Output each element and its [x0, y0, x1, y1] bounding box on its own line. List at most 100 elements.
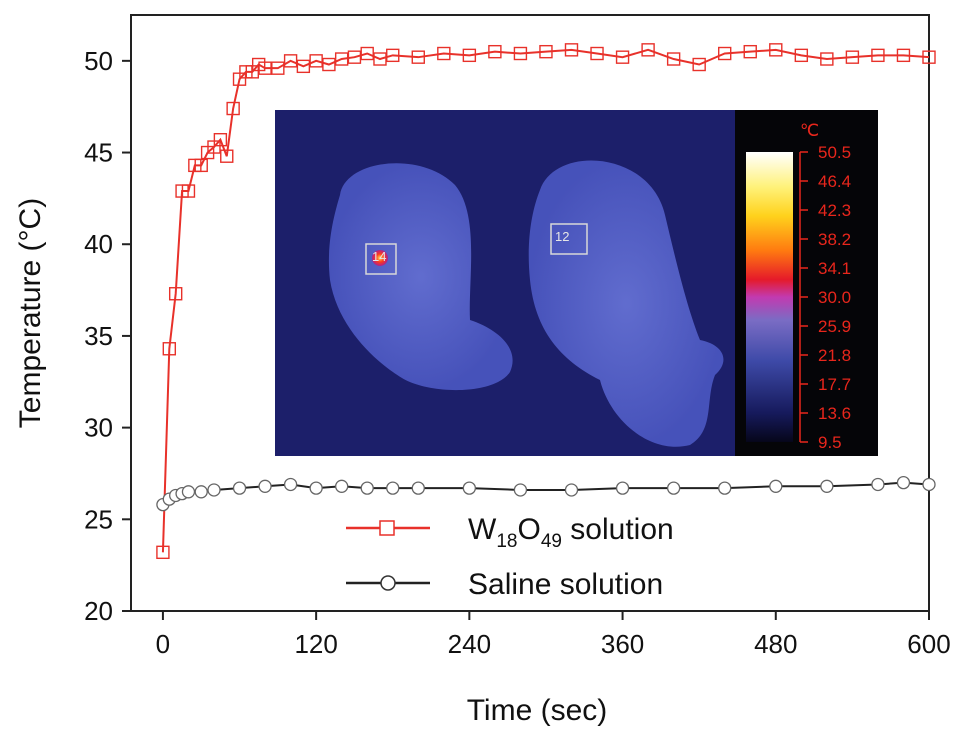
x-tick-label: 600	[907, 629, 950, 659]
series-layer	[156, 43, 936, 560]
data-point	[564, 483, 579, 497]
colorbar-tick-label: 38.2	[818, 230, 851, 249]
legend-item-saline: Saline solution	[346, 568, 663, 601]
colorbar-tick-label: 25.9	[818, 317, 851, 336]
legend-sub-49: 49	[541, 531, 562, 552]
legend-item-w18o49: W18O49 solution	[346, 513, 674, 552]
legend-solution-word: solution	[562, 513, 674, 546]
data-point	[220, 149, 234, 163]
colorbar-tick-label: 46.4	[818, 172, 851, 191]
data-point	[820, 479, 834, 493]
data-point	[896, 48, 911, 63]
data-point	[590, 46, 604, 61]
thermal-image-inset: 14 12 ℃ 50.5 46.4 42.3 38.2 34.1 30.0 25.9 21.8…	[275, 110, 878, 456]
data-point	[794, 48, 809, 63]
data-point	[162, 342, 177, 356]
y-tick-label: 35	[84, 321, 113, 351]
data-point	[462, 48, 477, 63]
data-point	[513, 483, 528, 497]
data-point	[283, 477, 298, 492]
data-point	[181, 485, 196, 499]
roi-label-right: 12	[555, 229, 569, 244]
data-point	[258, 61, 272, 75]
y-tick-label: 40	[84, 229, 113, 259]
mouse-right	[528, 160, 724, 447]
x-tick-label: 0	[156, 629, 170, 659]
data-point	[347, 50, 362, 64]
data-point	[322, 57, 336, 72]
legend-sub-18: 18	[496, 531, 517, 552]
data-point	[296, 59, 311, 74]
data-point	[462, 481, 477, 495]
x-axis: 0 120 240 360 480 600	[156, 611, 951, 659]
data-point	[309, 481, 323, 495]
data-point	[564, 43, 579, 57]
data-point	[411, 50, 425, 64]
y-tick-label: 50	[84, 46, 113, 76]
data-point	[871, 48, 885, 63]
tumor-hot-spot	[372, 250, 388, 266]
mouse-left	[328, 163, 513, 391]
data-point	[871, 477, 885, 492]
data-point	[615, 50, 630, 64]
data-point	[692, 57, 706, 72]
data-point	[386, 48, 400, 63]
data-point	[386, 481, 400, 495]
data-point	[271, 61, 285, 75]
data-point	[194, 485, 208, 499]
data-point	[922, 477, 936, 492]
data-point	[360, 481, 374, 495]
data-point	[641, 43, 655, 57]
colorbar-tick-label: 42.3	[818, 201, 851, 220]
data-point	[156, 545, 170, 560]
series-line-1	[162, 481, 930, 506]
roi-label-left: 14	[372, 249, 386, 264]
data-point	[232, 481, 247, 495]
data-point	[283, 54, 298, 68]
roi-box-left	[365, 243, 397, 275]
y-tick-label: 25	[84, 504, 113, 534]
data-point	[718, 481, 732, 495]
colorbar-tick-label: 9.5	[818, 433, 842, 452]
data-point	[194, 158, 208, 173]
colorbar-scale: 50.5 46.4 42.3 38.2 34.1 30.0 25.9 21.8 17.7 13.6…	[799, 143, 851, 452]
colorbar-tick-label: 17.7	[818, 375, 851, 394]
roi-box-right	[550, 223, 588, 255]
legend-marker-saline	[380, 575, 396, 591]
x-tick-label: 240	[448, 629, 491, 659]
x-tick-label: 360	[601, 629, 644, 659]
legend-marker-w18o49	[379, 520, 395, 536]
data-point	[845, 50, 860, 64]
legend-w-letter: W	[468, 513, 497, 546]
data-point	[743, 44, 757, 59]
plot-frame	[130, 14, 930, 612]
data-point	[769, 43, 783, 57]
data-point	[718, 46, 732, 61]
y-tick-label: 45	[84, 138, 113, 168]
y-axis: 20 25 30 35 40 45 50	[84, 46, 131, 626]
data-point	[309, 54, 323, 68]
data-point	[769, 479, 783, 493]
data-point	[226, 101, 240, 116]
data-point	[513, 46, 528, 61]
x-tick-label: 120	[294, 629, 337, 659]
colorbar-tick-label: 50.5	[818, 143, 851, 162]
data-point	[213, 133, 228, 147]
x-tick-label: 480	[754, 629, 797, 659]
colorbar-unit: ℃	[800, 121, 819, 140]
data-point	[181, 184, 196, 198]
data-point	[922, 50, 936, 64]
data-point	[360, 46, 374, 61]
data-point	[258, 479, 272, 493]
data-point	[373, 52, 387, 66]
data-point	[437, 46, 451, 61]
data-point	[615, 481, 630, 495]
colorbar-tick-label: 30.0	[818, 288, 851, 307]
data-point	[666, 481, 681, 495]
data-point	[334, 52, 349, 66]
data-point	[488, 44, 502, 59]
data-point	[820, 52, 834, 66]
y-tick-label: 20	[84, 596, 113, 626]
legend-label-w18o49: W18O49 solution	[468, 513, 674, 552]
